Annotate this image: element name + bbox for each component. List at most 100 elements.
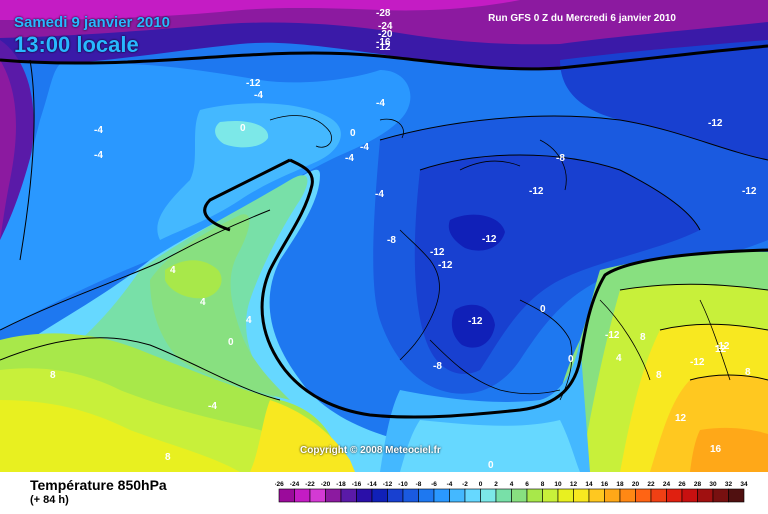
color-scale-legend: -26 -24 -22 -20 -18 -16 -14 -12 -10 -8 -6 -4 -2 0 2 4 6 8… — [274, 477, 755, 514]
legend-tick-label: -10 — [398, 481, 408, 488]
legend-color-swatch — [480, 488, 497, 503]
isotherm-label: -4 — [94, 125, 103, 136]
isotherm-label: 4 — [246, 315, 252, 326]
legend-color-swatch — [604, 488, 621, 503]
forecast-date: Samedi 9 janvier 2010 — [14, 14, 170, 31]
isotherm-label: 0 — [350, 128, 356, 139]
isotherm-label: 4 — [200, 297, 206, 308]
isotherm-label: 12 — [675, 413, 687, 424]
legend-tick-label: 18 — [616, 481, 624, 488]
legend-tick-label: 26 — [678, 481, 686, 488]
legend-tick-label: 34 — [740, 481, 748, 488]
legend-color-swatch — [433, 488, 450, 503]
legend-color-swatch — [418, 488, 435, 503]
isotherm-label: -4 — [94, 150, 103, 161]
legend-color-swatch — [573, 488, 590, 503]
legend-color-swatch — [309, 488, 326, 503]
isotherm-label: -4 — [208, 401, 217, 412]
legend-color-swatch — [325, 488, 342, 503]
isotherm-label: -12 — [430, 247, 445, 258]
isotherm-label: 0 — [228, 337, 234, 348]
isotherm-label: 8 — [640, 332, 646, 343]
isotherm-label: -12 — [246, 78, 261, 89]
isotherm-label: -12 — [708, 118, 723, 129]
isotherm-label: 12 — [715, 344, 727, 355]
legend-color-swatch — [387, 488, 404, 503]
isotherm-label: -12 — [529, 186, 544, 197]
legend-color-swatch — [619, 488, 636, 503]
isotherm-label: -12 — [690, 357, 705, 368]
legend-color-swatch — [712, 488, 729, 503]
legend-color-swatch — [697, 488, 714, 503]
isotherm-label: -16 — [376, 37, 391, 48]
temperature-map: -28 -24 -20 -16 -12 -12 -4 -4 0 0 -4 -4 -4 -4 -4 -12 -8-… — [0, 0, 768, 472]
legend-tick-label: -18 — [336, 481, 346, 488]
legend-tick-label: -22 — [305, 481, 315, 488]
legend-color-swatch — [356, 488, 373, 503]
legend-tick-label: 32 — [725, 481, 733, 488]
legend-tick-label: 20 — [632, 481, 640, 488]
legend-tick-label: 22 — [647, 481, 655, 488]
legend-tick-label: 8 — [541, 481, 545, 488]
legend-tick-label: 16 — [601, 481, 609, 488]
isotherm-label: 8 — [165, 452, 171, 463]
isotherm-label: 16 — [710, 444, 722, 455]
isotherm-labels: -28-24-20-16-12-12-4-40 0-4-4 -4-4-4-12-8-… — [50, 8, 757, 471]
forecast-local-time: 13:00 locale — [14, 32, 139, 57]
legend-tick-label: 6 — [525, 481, 529, 488]
legend-color-swatch — [371, 488, 388, 503]
isotherm-label: -12 — [742, 186, 757, 197]
legend-color-swatch — [511, 488, 528, 503]
legend-tick-label: 0 — [479, 481, 483, 488]
footer-bar: Température 850hPa (+ 84 h) -26 -24 -22 -20… — [0, 472, 768, 512]
isotherm-label: -8 — [433, 361, 442, 372]
legend-color-swatch — [340, 488, 357, 503]
isotherm-label: 4 — [170, 265, 176, 276]
legend-tick-label: -12 — [383, 481, 393, 488]
isotherm-label: 8 — [745, 367, 751, 378]
legend-tick-label: 28 — [694, 481, 702, 488]
copyright-notice: Copyright © 2008 Meteociel.fr — [300, 445, 441, 456]
isotherm-label: -20 — [378, 29, 393, 40]
isotherm-label: -4 — [360, 142, 369, 153]
legend-color-swatch — [294, 488, 311, 503]
isotherm-label: 0 — [488, 460, 494, 471]
legend-color-swatch — [681, 488, 698, 503]
legend-color-swatch — [557, 488, 574, 503]
legend-tick-label: -4 — [447, 481, 453, 488]
legend-tick-label: -6 — [431, 481, 437, 488]
forecast-hour: (+ 84 h) — [30, 494, 69, 506]
isotherm-label: -12 — [468, 316, 483, 327]
legend-tick-label: 12 — [570, 481, 578, 488]
parameter-title: Température 850hPa — [30, 477, 167, 493]
legend-tick-label: -20 — [321, 481, 331, 488]
legend-tick-label: -16 — [352, 481, 362, 488]
legend-tick-label: 2 — [494, 481, 498, 488]
legend-tick-label: 14 — [585, 481, 593, 488]
legend-color-swatch — [464, 488, 481, 503]
isotherm-label: -12 — [438, 260, 453, 271]
legend-color-swatch — [278, 488, 295, 503]
legend-color-swatch — [588, 488, 605, 503]
legend-color-swatch — [635, 488, 652, 503]
isotherm-label: -4 — [375, 189, 384, 200]
model-run-info: Run GFS 0 Z du Mercredi 6 janvier 2010 — [488, 13, 676, 24]
isotherm-label: -4 — [345, 153, 354, 164]
isotherm-label: -8 — [556, 153, 565, 164]
legend-color-swatch — [666, 488, 683, 503]
isotherm-label: 0 — [568, 354, 574, 365]
isotherm-label: 8 — [50, 370, 56, 381]
isotherm-label: -8 — [387, 235, 396, 246]
isotherm-label: -24 — [378, 21, 393, 32]
legend-color-swatch — [728, 488, 745, 503]
isotherm-label: 8 — [656, 370, 662, 381]
legend-tick-label: -26 — [275, 481, 284, 488]
isotherm-label: -12 — [376, 42, 391, 53]
legend-color-swatch — [526, 488, 543, 503]
isotherm-label: -4 — [254, 90, 263, 101]
legend-tick-label: 4 — [510, 481, 514, 488]
legend-tick-label: -24 — [290, 481, 300, 488]
legend-tick-label: 10 — [554, 481, 562, 488]
isotherm-label: -12 — [715, 341, 730, 352]
legend-color-swatch — [495, 488, 512, 503]
